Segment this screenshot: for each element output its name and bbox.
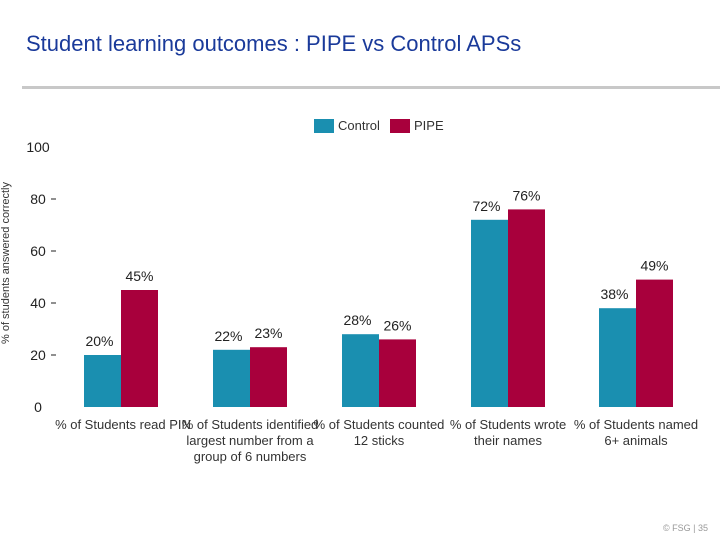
data-label-control-4: 38% — [600, 286, 628, 302]
category-label-named-animals: % of Students named 6+ animals — [573, 417, 699, 448]
legend-item-control: Control — [314, 118, 380, 133]
data-label-control-1: 22% — [214, 328, 242, 344]
category-label-largest-number: % of Students identified largest number … — [181, 417, 319, 464]
bar-control-3 — [471, 219, 508, 407]
legend-item-pipe: PIPE — [390, 118, 444, 133]
data-label-pipe-3: 76% — [512, 187, 540, 203]
y-tick-label-40: 40 — [30, 295, 46, 311]
title-divider — [22, 86, 720, 89]
bar-pipe-1 — [250, 347, 287, 407]
bar-control-1 — [213, 349, 250, 407]
bar-control-0 — [84, 355, 121, 407]
bar-pipe-0 — [121, 290, 158, 407]
bar-pipe-3 — [508, 209, 545, 407]
category-label-read-pin: % of Students read PIN — [55, 417, 191, 432]
data-label-control-2: 28% — [343, 312, 371, 328]
page-title: Student learning outcomes : PIPE vs Cont… — [26, 31, 522, 56]
bar-control-4 — [599, 308, 636, 407]
y-tick-label-20: 20 — [30, 347, 46, 363]
category-label-counted-sticks: % of Students counted 12 sticks — [313, 417, 445, 448]
y-tick-label-60: 60 — [30, 243, 46, 259]
y-tick-label-100: 100 — [26, 139, 50, 155]
data-label-control-0: 20% — [85, 333, 113, 349]
data-label-pipe-2: 26% — [383, 317, 411, 333]
footer-page-number: © FSG | 35 — [663, 523, 708, 533]
y-tick-label-0: 0 — [34, 399, 42, 415]
y-tick-label-80: 80 — [30, 191, 46, 207]
data-label-pipe-1: 23% — [254, 325, 282, 341]
bar-pipe-4 — [636, 279, 673, 407]
category-label-wrote-names: % of Students wrote their names — [449, 417, 567, 448]
bar-pipe-2 — [379, 339, 416, 407]
legend-swatch-pipe — [390, 118, 410, 133]
legend-label-control: Control — [338, 118, 380, 133]
bar-control-2 — [342, 334, 379, 407]
data-label-pipe-0: 45% — [125, 268, 153, 284]
legend-swatch-control — [314, 118, 334, 133]
data-label-control-3: 72% — [472, 198, 500, 214]
data-label-pipe-4: 49% — [640, 258, 668, 274]
legend-label-pipe: PIPE — [414, 118, 444, 133]
